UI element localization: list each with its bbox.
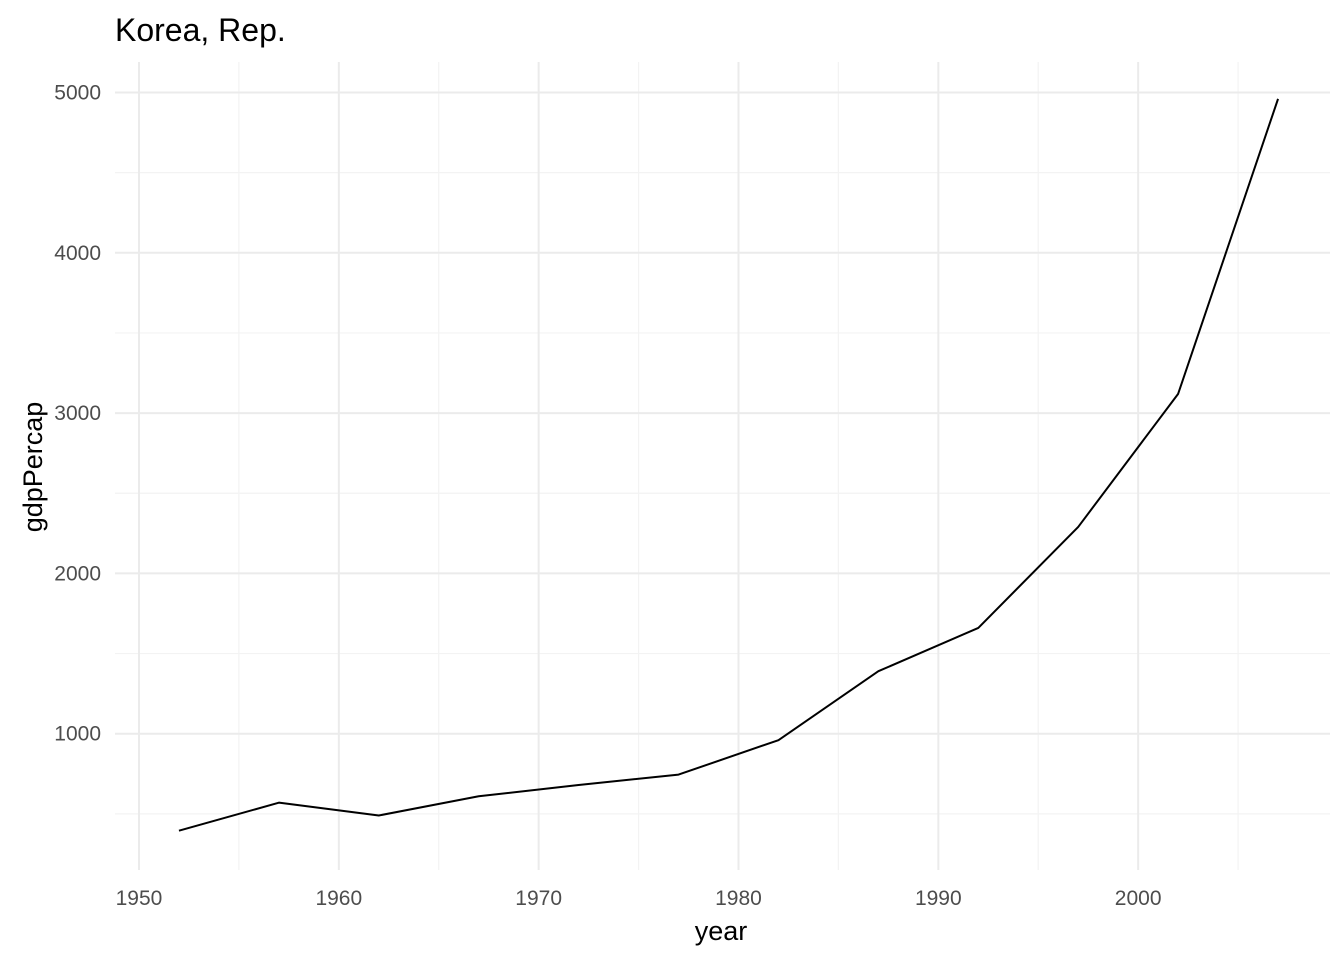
y-tick-label: 1000 [54, 723, 101, 746]
y-axis-ticks: 1000 2000 3000 4000 5000 [54, 81, 101, 745]
y-axis-title: gdpPercap [18, 402, 48, 533]
x-tick-label: 1970 [515, 887, 562, 910]
series-line [178, 98, 1279, 832]
x-tick-label: 1960 [315, 887, 362, 910]
series-layer [178, 98, 1279, 832]
x-tick-label: 1980 [715, 887, 762, 910]
x-tick-label: 1990 [915, 887, 962, 910]
chart-title: Korea, Rep. [115, 12, 286, 48]
y-tick-label: 2000 [54, 562, 101, 585]
x-axis-ticks: 1950 1960 1970 1980 1990 2000 [116, 887, 1162, 910]
x-tick-label: 2000 [1115, 887, 1162, 910]
x-axis-title: year [695, 916, 748, 946]
minor-grid [115, 62, 1330, 870]
y-tick-label: 3000 [54, 402, 101, 425]
y-tick-label: 5000 [54, 81, 101, 104]
major-grid [115, 62, 1330, 870]
x-tick-label: 1950 [116, 887, 163, 910]
y-tick-label: 4000 [54, 242, 101, 265]
